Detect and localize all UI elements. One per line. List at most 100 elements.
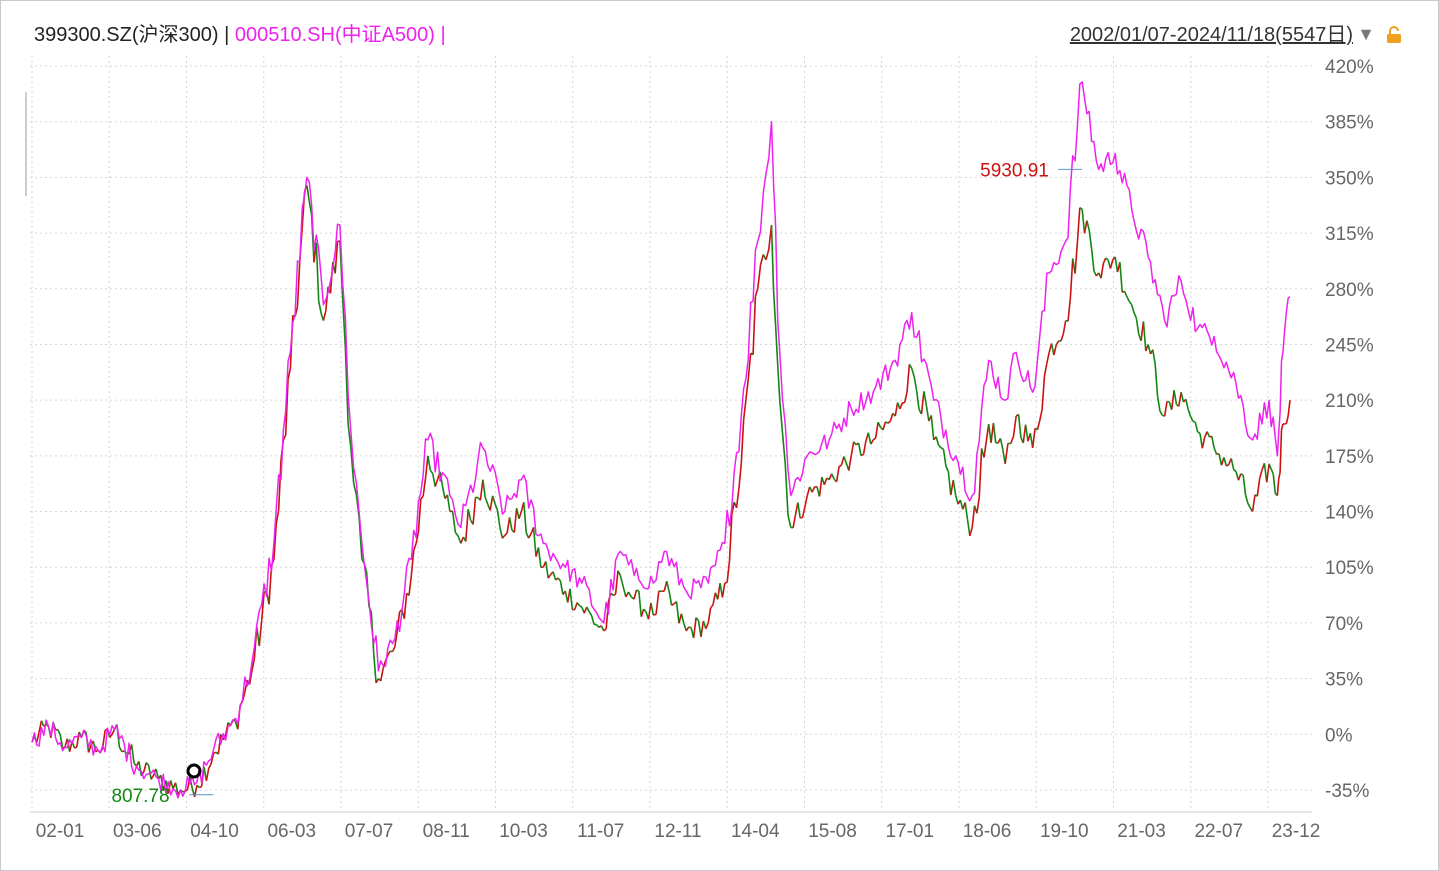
series-a-segment: [899, 402, 904, 410]
y-tick-label: 175%: [1325, 447, 1374, 468]
series-a-segment: [1100, 263, 1105, 279]
date-range-selector[interactable]: 2002/01/07-2024/11/18(5547日): [1069, 24, 1353, 46]
series-a-segment: [457, 535, 462, 544]
annotations: 5930.91 807.78: [25, 92, 1083, 807]
y-tick-label: 350%: [1325, 168, 1374, 189]
series-a-segment: [464, 509, 469, 542]
series-a-segment: [169, 780, 174, 789]
series-a-segment: [573, 602, 578, 610]
series-a-segment: [1142, 321, 1147, 352]
series-a-segment: [665, 580, 670, 592]
series-a-segment: [862, 440, 867, 455]
series-a-segment: [800, 516, 803, 519]
series-a-segment: [35, 731, 40, 743]
series-a-segment: [1270, 468, 1274, 475]
series-b-label[interactable]: 000510.SH(中证A500): [234, 24, 435, 46]
min-value-label: 807.78: [111, 786, 169, 807]
x-tick-label: 17-01: [885, 821, 934, 842]
series-a-segment: [595, 624, 600, 628]
series-a-segment: [1081, 209, 1086, 234]
series-a-segment: [484, 497, 489, 505]
caret-down-icon[interactable]: ▼: [1357, 24, 1375, 44]
x-tick-label: 22-07: [1194, 821, 1243, 842]
series-a-segment: [870, 439, 874, 445]
series-a-segment: [454, 531, 459, 537]
series-a-segment: [830, 473, 835, 480]
x-tick-label: 08-11: [423, 821, 470, 842]
series-a-segment: [942, 449, 947, 467]
series-a-segment: [1233, 468, 1237, 473]
series-a-segment: [1024, 424, 1029, 442]
series-a-segment: [1109, 259, 1114, 269]
x-tick-label: 11-07: [577, 821, 624, 842]
series-a-segment: [925, 405, 930, 422]
series-a-segment: [702, 620, 707, 630]
series-a-segment: [700, 620, 705, 637]
series-a-segment: [552, 571, 557, 581]
series-a-segment: [821, 477, 826, 486]
series-a-segment: [923, 391, 928, 406]
series-a-segment: [410, 550, 415, 576]
y-tick-label: 35%: [1325, 670, 1363, 691]
series-a-segment: [759, 254, 765, 266]
series-a-segment: [1272, 473, 1277, 494]
series-a-segment: [268, 565, 273, 605]
series-a-label[interactable]: 399300.SZ(沪深300): [34, 24, 219, 46]
x-tick-label: 03-06: [113, 821, 162, 842]
series-a-segment: [434, 478, 439, 487]
series-a-segment: [196, 784, 200, 789]
series-a-segment: [920, 391, 925, 415]
series-a-segment: [850, 441, 855, 456]
series-a-segment: [579, 604, 583, 608]
lock-icon[interactable]: [1385, 26, 1403, 44]
series-layer: [31, 81, 1291, 799]
series-a-segment: [1244, 494, 1249, 504]
series-a-segment: [403, 593, 408, 619]
series-a-segment: [622, 585, 627, 598]
series-a-segment: [150, 774, 155, 780]
series-a-segment: [1053, 344, 1058, 356]
series-a-segment: [772, 290, 777, 327]
series-a-segment: [1128, 300, 1133, 306]
series-a-segment: [964, 502, 969, 520]
series-a-segment: [482, 479, 487, 498]
series-a-segment: [655, 590, 660, 615]
series-a-segment: [745, 378, 750, 400]
series-a-segment: [186, 776, 191, 790]
max-value-label: 5930.91: [980, 160, 1049, 181]
series-a-segment: [1062, 320, 1067, 335]
series-a-segment: [707, 607, 712, 624]
series-a-segment: [559, 580, 564, 595]
header-separator: |: [218, 24, 235, 46]
series-a-segment: [557, 577, 562, 582]
series-a-segment: [885, 421, 889, 424]
series-a-segment: [1277, 472, 1281, 480]
series-a-segment: [347, 424, 352, 448]
series-a-segment: [742, 399, 747, 420]
series-a-segment: [1159, 410, 1163, 416]
series-a-segment: [787, 514, 792, 528]
series-a-segment: [969, 527, 973, 537]
series-a-segment: [1258, 469, 1263, 479]
series-a-segment: [992, 422, 997, 443]
series-a-segment: [735, 488, 740, 508]
series-a-segment: [792, 514, 797, 528]
y-tick-label: -35%: [1325, 781, 1369, 802]
series-a-segment: [1130, 304, 1135, 313]
series-a-segment: [441, 486, 446, 499]
series-a-segment: [379, 668, 384, 682]
series-a-segment: [251, 658, 256, 671]
series-a-segment: [614, 570, 619, 595]
series-a-segment: [38, 720, 43, 733]
series-a-segment: [811, 486, 816, 493]
x-tick-label: 19-10: [1040, 821, 1089, 842]
series-a-segment: [499, 527, 504, 539]
series-a-segment: [350, 447, 355, 484]
series-a-segment: [752, 296, 757, 355]
series-a-segment: [1279, 430, 1283, 473]
series-a-segment: [1043, 363, 1048, 377]
series-a-segment: [692, 617, 697, 639]
series-a-segment: [638, 591, 643, 617]
series-a-segment: [334, 241, 339, 274]
x-tick-label: 06-03: [267, 821, 316, 842]
